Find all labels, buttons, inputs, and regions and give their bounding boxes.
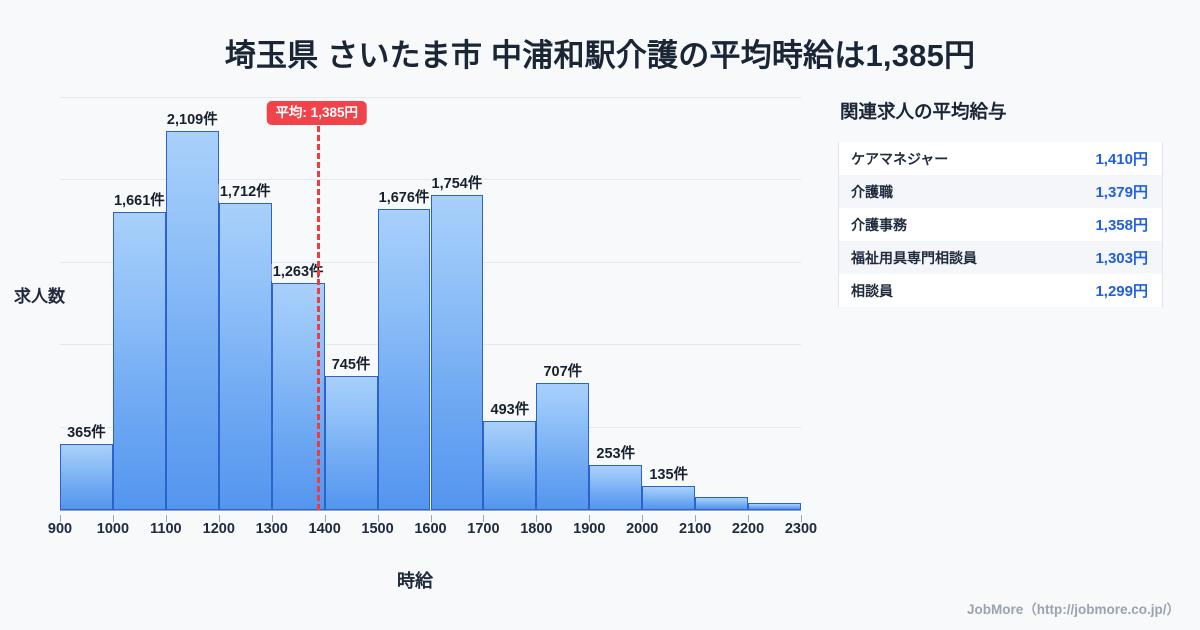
histogram-bar: [112, 211, 166, 510]
x-axis-tick: [801, 515, 802, 522]
x-axis-tick-label: 1000: [96, 521, 130, 537]
job-wage-value: 1,299円: [1095, 283, 1148, 300]
histogram-bar: [642, 485, 696, 510]
x-axis-tick: [324, 515, 326, 522]
histogram-bar: [324, 376, 378, 510]
job-title-label: 相談員: [851, 282, 893, 299]
x-axis-tick-label: 900: [47, 521, 73, 537]
salary-table-row: ケアマネジャー 1,410円: [839, 142, 1162, 175]
bar-value-label: 1,263件: [271, 264, 325, 282]
salary-table-row: 相談員 1,299円: [839, 274, 1162, 307]
histogram-bar: [377, 209, 431, 510]
x-axis-tick: [271, 515, 273, 522]
job-wage-value: 1,410円: [1095, 151, 1148, 168]
histogram-bar: [748, 502, 801, 510]
histogram-bar: [165, 131, 219, 510]
job-title-label: 福祉用具専門相談員: [851, 249, 977, 266]
x-axis-tick: [377, 515, 379, 522]
salary-table-row: 介護事務 1,358円: [839, 208, 1162, 241]
x-axis-tick: [589, 515, 591, 522]
x-axis-title: 時給: [397, 571, 433, 591]
page-title: 埼玉県 さいたま市 中浦和駅介護の平均時給は1,385円: [224, 38, 976, 73]
histogram-chart: 求人数 365件 1,661件 2,109件 1,712件 1,263件 745件 1,67…: [0, 90, 830, 591]
y-axis-title: 求人数: [14, 287, 65, 306]
bar-value-label: 493件: [489, 402, 531, 420]
histogram-bar: [60, 444, 113, 510]
salary-table-row: 介護職 1,379円: [839, 175, 1162, 208]
x-axis-tick-label: 2100: [679, 521, 712, 537]
bar-value-label: 253件: [595, 445, 637, 463]
x-axis-tick: [218, 515, 220, 522]
x-axis-tick: [60, 515, 61, 522]
x-axis-tick: [536, 515, 538, 522]
x-axis-tick: [112, 515, 114, 522]
job-title-label: ケアマネジャー: [851, 150, 949, 167]
side-panel-title: 関連求人の平均給与: [840, 101, 1007, 122]
histogram-bar: [589, 464, 643, 510]
histogram-bar: [483, 421, 537, 510]
salary-table-row: 福祉用具専門相談員 1,303円: [839, 241, 1162, 274]
x-axis-tick-label: 1500: [361, 521, 394, 537]
gridline: [60, 97, 801, 98]
x-axis-tick: [430, 515, 432, 522]
x-axis-tick: [483, 515, 485, 522]
x-axis-tick-label: 1400: [308, 521, 341, 537]
bar-value-label: 745件: [330, 357, 372, 375]
x-axis-tick: [642, 515, 644, 522]
job-title-label: 介護事務: [851, 216, 907, 233]
x-axis-tick-label: 1300: [255, 521, 288, 537]
x-axis-tick-label: 2300: [784, 521, 818, 537]
histogram-bar: [536, 383, 590, 510]
bar-value-label: 1,676件: [377, 190, 431, 208]
bar-series: 365件 1,661件 2,109件 1,712件 1,263件 745件 1,676件 1,…: [60, 97, 801, 510]
x-axis-tick-label: 1600: [414, 521, 447, 537]
bar-value-label: 707件: [542, 364, 584, 382]
x-axis-tick-label: 1900: [573, 521, 606, 537]
bar-value-label: 135件: [648, 466, 690, 484]
x-axis-tick: [748, 515, 750, 522]
average-line: [316, 126, 320, 510]
histogram-bar: [218, 202, 272, 510]
job-wage-value: 1,379円: [1095, 184, 1148, 201]
related-salary-panel: 関連求人の平均給与 ケアマネジャー 1,410円介護職 1,379円介護事務 1,35…: [838, 98, 1178, 307]
bar-value-label: 365件: [66, 425, 107, 443]
histogram-bar: [271, 283, 325, 510]
histogram-bar: [430, 195, 484, 510]
salary-table: ケアマネジャー 1,410円介護職 1,379円介護事務 1,358円福祉用具専門相談…: [838, 142, 1163, 307]
x-axis-tick-label: 1800: [520, 521, 553, 537]
x-axis-tick: [695, 515, 697, 522]
job-wage-value: 1,358円: [1095, 217, 1148, 234]
bar-value-label: 1,661件: [112, 192, 166, 210]
bar-value-label: 2,109件: [165, 112, 219, 130]
histogram-bar: [695, 497, 749, 510]
gridline: [60, 179, 801, 180]
x-axis-tick-label: 1200: [202, 521, 235, 537]
x-axis-tick-label: 1700: [467, 521, 500, 537]
job-wage-value: 1,303円: [1095, 250, 1148, 267]
bar-value-label: 1,712件: [218, 183, 272, 201]
footer-attribution: JobMore（http://jobmore.co.jp/）: [967, 602, 1180, 617]
x-axis-tick-label: 2000: [626, 521, 659, 537]
job-title-label: 介護職: [851, 183, 893, 200]
bar-value-label: 1,754件: [430, 176, 484, 194]
average-badge: 平均: 1,385円: [266, 101, 367, 125]
x-axis-line: [60, 510, 801, 511]
plot-area: 365件 1,661件 2,109件 1,712件 1,263件 745件 1,676件 1,…: [48, 97, 817, 537]
x-axis-tick-label: 2200: [731, 521, 765, 537]
x-axis-tick-label: 1100: [150, 521, 182, 537]
x-axis-tick: [165, 515, 167, 522]
